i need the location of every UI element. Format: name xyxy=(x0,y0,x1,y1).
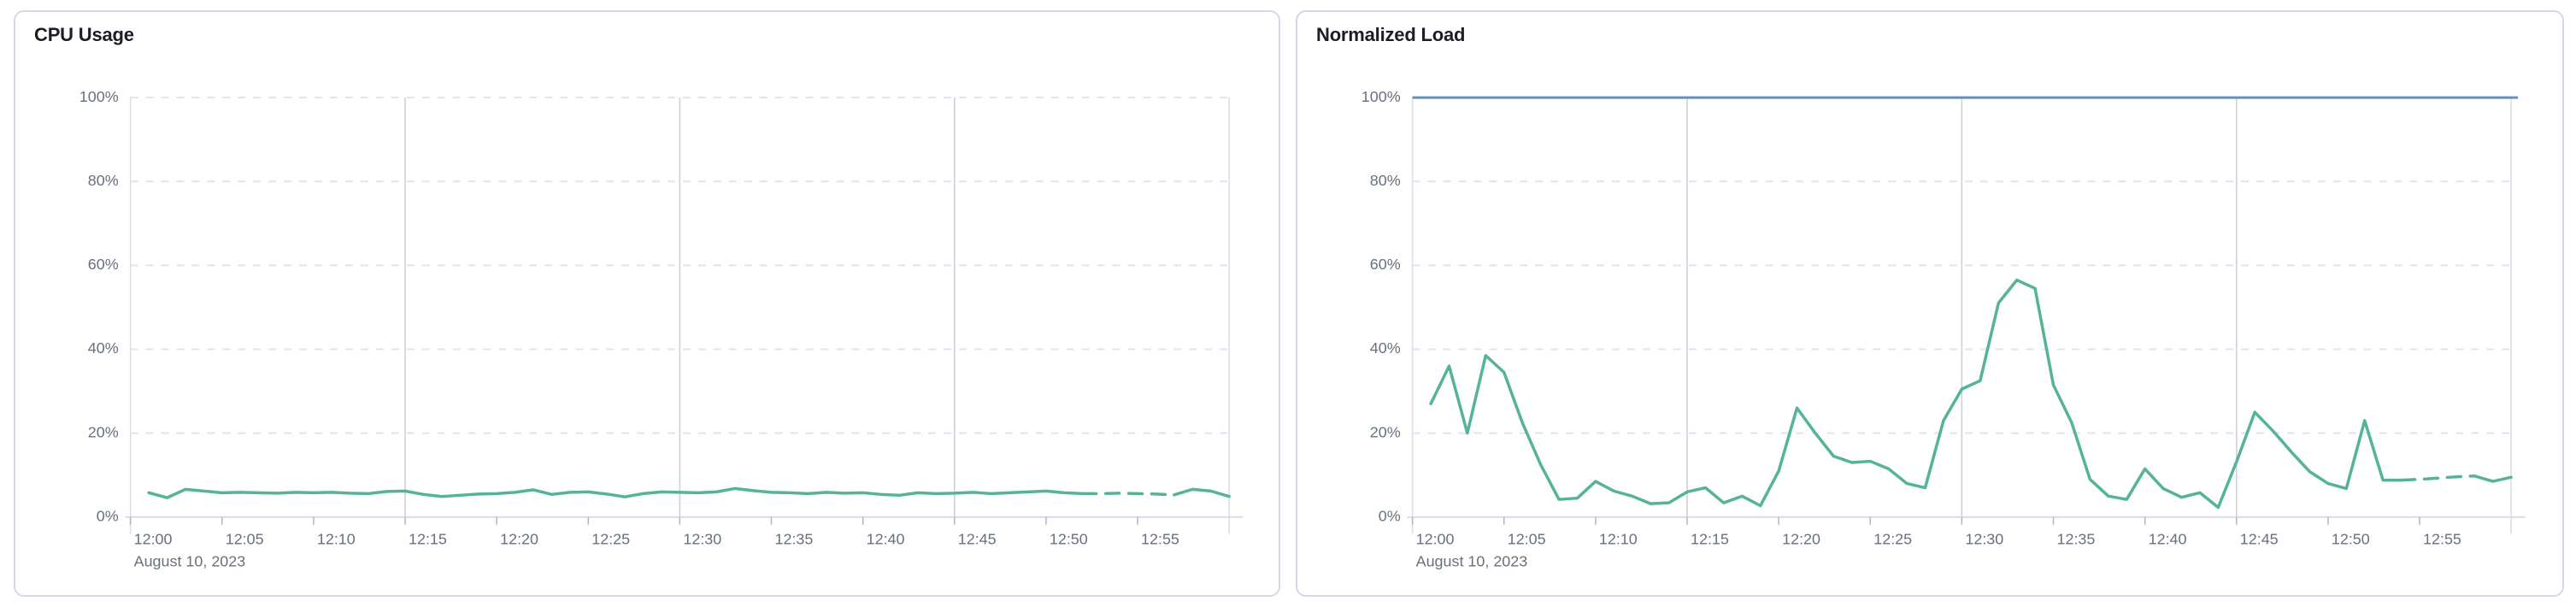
x-axis-label: 12:05 xyxy=(226,531,264,548)
x-axis-label: 12:25 xyxy=(591,531,630,548)
x-axis-label: 12:10 xyxy=(1599,531,1638,548)
x-axis-label: 12:35 xyxy=(2057,531,2096,548)
series-line-cpu-usage xyxy=(1173,487,1231,498)
normalized-load-chart[interactable]: 0% 20% 40% 60% 80% 100% 12:00 12:05 12:10 12:15 12… xyxy=(1297,12,2562,595)
y-axis-label: 0% xyxy=(1379,508,1401,525)
y-axis-label: 0% xyxy=(97,508,119,525)
series-line-cpu-usage xyxy=(147,486,1085,499)
x-axis-label: 12:05 xyxy=(1508,531,1546,548)
x-axis-label: 12:40 xyxy=(867,531,905,548)
x-axis-label: 12:25 xyxy=(1873,531,1912,548)
y-axis-label: 100% xyxy=(79,88,119,105)
x-axis-label: 12:20 xyxy=(1782,531,1820,548)
y-axis-label: 40% xyxy=(88,339,119,357)
x-axis-label: 12:30 xyxy=(1965,531,2003,548)
x-axis-label: 12:10 xyxy=(317,531,356,548)
y-axis-label: 20% xyxy=(1370,423,1401,440)
x-axis-label: 12:15 xyxy=(409,531,447,548)
x-axis-label: 12:00 xyxy=(134,531,173,548)
x-axis-label: 12:20 xyxy=(500,531,538,548)
date-label: August 10, 2023 xyxy=(1416,552,1528,569)
date-label: August 10, 2023 xyxy=(134,552,246,569)
x-axis-label: 12:55 xyxy=(2423,531,2461,548)
cpu-usage-title: CPU Usage xyxy=(34,24,134,45)
x-axis-label: 12:45 xyxy=(2240,531,2279,548)
x-axis-label: 12:40 xyxy=(2149,531,2187,548)
series-line-normalized-load-dashed xyxy=(2399,474,2477,482)
x-axis-label: 12:00 xyxy=(1416,531,1455,548)
series-line-normalized-load xyxy=(2473,474,2513,483)
x-axis-label: 12:55 xyxy=(1141,531,1179,548)
x-axis-label: 12:50 xyxy=(1050,531,1088,548)
x-axis-label: 12:15 xyxy=(1691,531,1729,548)
x-axis-label: 12:45 xyxy=(958,531,997,548)
y-axis-label: 60% xyxy=(88,256,119,273)
x-axis-label: 12:30 xyxy=(683,531,721,548)
x-axis-label: 12:35 xyxy=(775,531,814,548)
cpu-usage-panel: CPU Usage 0% 20% 40% 60% 80% 100% 12:00 12:05 12… xyxy=(14,10,1280,597)
y-axis-label: 80% xyxy=(1370,172,1401,189)
series-line-normalized-load xyxy=(1429,278,2403,510)
cpu-usage-chart[interactable]: 0% 20% 40% 60% 80% 100% 12:00 12:05 12:10 12:15 12… xyxy=(15,12,1279,595)
series-line-cpu-usage-dashed xyxy=(1080,492,1176,497)
y-axis-label: 80% xyxy=(88,172,119,189)
y-axis-label: 100% xyxy=(1362,88,1401,105)
normalized-load-panel: Normalized Load 0% 20% 40% 60% 80% 100% 12:00 1… xyxy=(1296,10,2564,597)
y-axis-label: 20% xyxy=(88,423,119,440)
x-axis-label: 12:50 xyxy=(2332,531,2370,548)
normalized-load-title: Normalized Load xyxy=(1316,24,1466,45)
y-axis-label: 40% xyxy=(1370,339,1401,357)
y-axis-label: 60% xyxy=(1370,256,1401,273)
